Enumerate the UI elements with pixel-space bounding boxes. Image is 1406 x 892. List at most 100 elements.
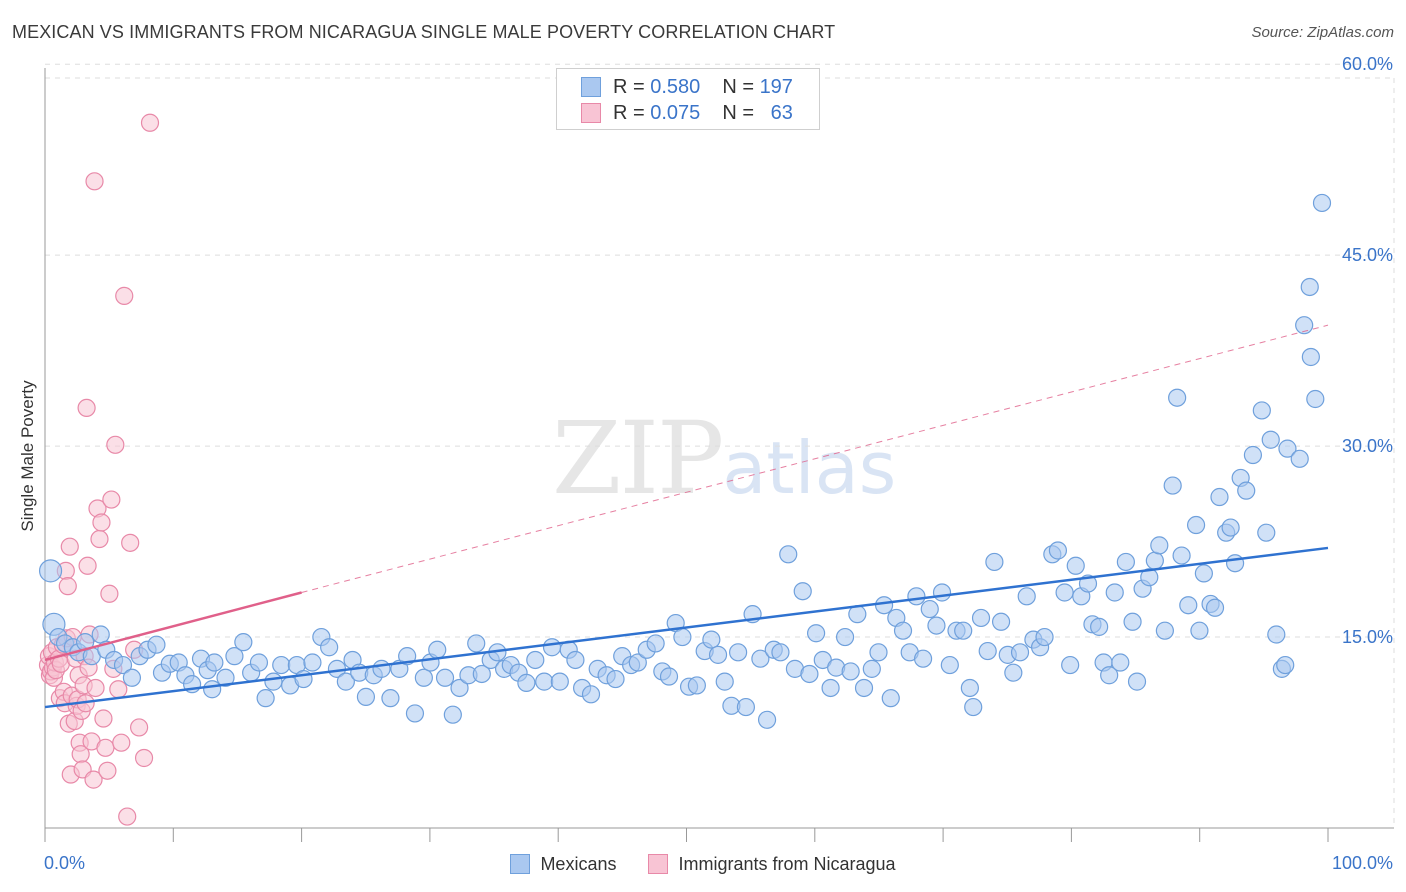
mexican-point bbox=[659, 667, 679, 686]
mexican-point bbox=[450, 678, 469, 698]
mexican-point bbox=[1194, 564, 1213, 583]
mexican-point bbox=[1172, 546, 1191, 565]
mexican-point bbox=[702, 630, 721, 649]
mexican-point bbox=[1301, 347, 1320, 367]
mexican-point bbox=[1300, 277, 1319, 297]
legend-swatch-pink bbox=[581, 103, 601, 123]
legend-item-mexicans: Mexicans bbox=[510, 854, 616, 875]
mexican-point bbox=[566, 650, 585, 670]
mexican-point bbox=[1140, 568, 1159, 587]
nicaragua-point bbox=[78, 556, 97, 575]
mexican-point bbox=[646, 634, 665, 653]
mexican-point bbox=[960, 678, 979, 698]
mexican-point bbox=[1295, 316, 1314, 335]
nicaragua-trend-line bbox=[44, 591, 302, 662]
mexican-point bbox=[203, 680, 222, 699]
mexican-point bbox=[793, 582, 812, 601]
legend-swatch-blue bbox=[510, 854, 531, 874]
mexican-point bbox=[1061, 655, 1080, 675]
mexican-point bbox=[256, 689, 275, 708]
mexican-point bbox=[800, 664, 819, 684]
mexican-point bbox=[1257, 523, 1276, 542]
mexican-point bbox=[1100, 666, 1119, 685]
mexican-point bbox=[854, 678, 874, 698]
mexican-point bbox=[303, 653, 322, 672]
mexican-point bbox=[1168, 388, 1187, 407]
mexican-point bbox=[1205, 598, 1225, 617]
mexican-point bbox=[807, 624, 826, 643]
y-tick-label: 45.0% bbox=[1342, 245, 1393, 265]
mexican-point bbox=[1276, 655, 1295, 675]
watermark-atlas: atlas bbox=[722, 426, 897, 510]
legend-swatch-pink bbox=[648, 854, 669, 874]
mexican-point bbox=[1150, 536, 1169, 555]
mexican-point bbox=[881, 689, 900, 708]
legend-row-mexicans: R = 0.580 N = 197 bbox=[581, 75, 793, 99]
mexican-point bbox=[821, 678, 840, 698]
mexican-point bbox=[581, 685, 601, 704]
mexican-point bbox=[1312, 193, 1332, 213]
mexican-point bbox=[414, 668, 433, 687]
axes bbox=[44, 68, 1394, 842]
mexican-point bbox=[932, 583, 952, 602]
nicaragua-point bbox=[100, 584, 119, 603]
mexican-point bbox=[428, 640, 447, 659]
legend-item-nicaragua: Immigrants from Nicaragua bbox=[648, 854, 896, 875]
mexican-point bbox=[526, 650, 545, 670]
zipatlas-watermark: ZIPatlas bbox=[552, 400, 896, 517]
watermark-zip: ZIP bbox=[552, 400, 724, 517]
mexican-point bbox=[978, 641, 997, 661]
mexican-point bbox=[225, 647, 244, 666]
mexican-trend-line bbox=[44, 546, 1329, 709]
mexican-point bbox=[542, 638, 562, 657]
legend-r-label: R = bbox=[613, 75, 645, 98]
mexican-point bbox=[1035, 627, 1054, 647]
mexican-point bbox=[920, 599, 939, 619]
mexican-point bbox=[606, 669, 625, 689]
nicaragua-point bbox=[102, 490, 121, 509]
mexican-point bbox=[91, 625, 110, 644]
mexican-point bbox=[869, 643, 888, 662]
mexican-point bbox=[1221, 518, 1240, 537]
mexican-point bbox=[757, 710, 777, 729]
mexican-point bbox=[443, 705, 462, 724]
mexican-point bbox=[1225, 554, 1245, 573]
mexican-point bbox=[907, 587, 926, 606]
mexican-point bbox=[779, 545, 798, 564]
mexican-point bbox=[1048, 541, 1068, 560]
nicaragua-point bbox=[130, 718, 149, 737]
mexican-point bbox=[985, 552, 1004, 572]
mexican-point bbox=[1243, 445, 1263, 465]
mexican-point bbox=[147, 635, 166, 654]
y-tick-label: 30.0% bbox=[1342, 436, 1393, 456]
mexican-point bbox=[715, 672, 734, 691]
mexican-point bbox=[736, 697, 756, 717]
chart-title: MEXICAN VS IMMIGRANTS FROM NICARAGUA SIN… bbox=[12, 22, 836, 42]
mexican-point bbox=[1306, 389, 1325, 409]
nicaragua-point bbox=[92, 513, 111, 532]
mexican-point bbox=[272, 655, 291, 675]
mexican-point bbox=[472, 664, 491, 684]
mexican-point bbox=[673, 627, 692, 647]
mexican-point bbox=[1290, 449, 1309, 468]
mexican-point bbox=[771, 643, 790, 662]
mexican-point bbox=[517, 673, 536, 692]
nicaragua-point bbox=[84, 770, 103, 789]
mexican-point bbox=[1145, 551, 1164, 570]
stats-legend: R = 0.580 N = 197 R = 0.075 N = 63 bbox=[556, 68, 820, 130]
y-tick-label: 15.0% bbox=[1342, 627, 1393, 647]
mexican-point bbox=[372, 659, 391, 678]
mexican-point bbox=[1116, 552, 1135, 572]
legend-r-label: R = bbox=[613, 101, 645, 124]
mexican-point bbox=[1261, 430, 1280, 449]
legend-swatch-blue bbox=[581, 77, 601, 97]
nicaragua-point bbox=[106, 435, 125, 454]
mexican-point bbox=[1055, 583, 1074, 602]
legend-n-label: N = bbox=[722, 75, 754, 98]
mexican-point bbox=[964, 697, 983, 717]
mexican-point bbox=[628, 653, 647, 672]
gridlines bbox=[45, 63, 1395, 828]
y-tick-label: 60.0% bbox=[1342, 54, 1393, 74]
mexican-point bbox=[927, 616, 946, 635]
mexican-point bbox=[216, 668, 235, 687]
